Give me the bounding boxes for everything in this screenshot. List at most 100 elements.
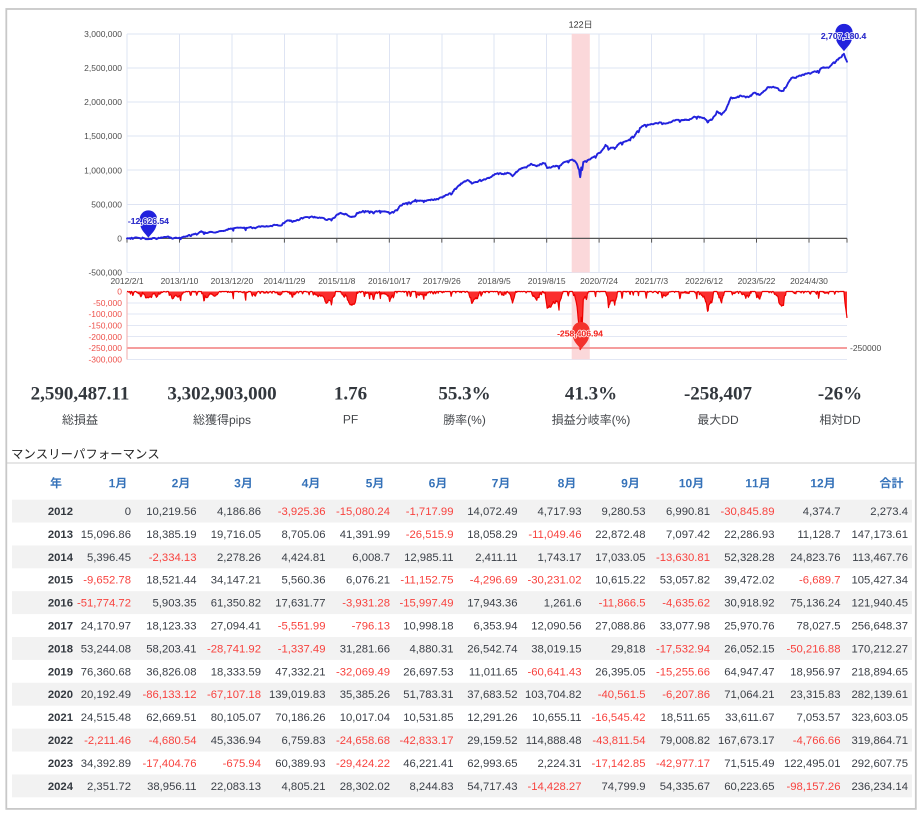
svg-text:6,076.21: 6,076.21 — [346, 575, 390, 587]
svg-text:-14,428.27: -14,428.27 — [527, 781, 581, 793]
svg-text:121,940.45: 121,940.45 — [851, 598, 908, 610]
svg-text:2014/11/29: 2014/11/29 — [263, 276, 305, 286]
svg-text:10,219.56: 10,219.56 — [146, 506, 196, 518]
svg-text:1,261.6: 1,261.6 — [544, 598, 582, 610]
svg-text:2023: 2023 — [48, 758, 73, 770]
svg-text:71,515.49: 71,515.49 — [724, 758, 774, 770]
svg-text:-6,689.7: -6,689.7 — [799, 575, 840, 587]
svg-text:11,128.7: 11,128.7 — [797, 529, 840, 541]
svg-text:2,273.4: 2,273.4 — [870, 506, 908, 518]
svg-text:-675.94: -675.94 — [223, 758, 261, 770]
svg-text:6,353.94: 6,353.94 — [474, 621, 518, 633]
svg-text:-11,866.5: -11,866.5 — [599, 598, 646, 610]
svg-text:24,515.48: 24,515.48 — [81, 712, 131, 724]
svg-text:4,880.31: 4,880.31 — [410, 643, 454, 655]
svg-text:256,648.37: 256,648.37 — [851, 621, 908, 633]
svg-text:6,008.7: 6,008.7 — [352, 552, 390, 564]
svg-text:9,280.53: 9,280.53 — [602, 506, 646, 518]
svg-text:1,000,000: 1,000,000 — [84, 165, 122, 175]
svg-text:29,818: 29,818 — [611, 643, 646, 655]
svg-text:-11,152.75: -11,152.75 — [400, 575, 453, 587]
svg-text:2015/11/8: 2015/11/8 — [318, 276, 355, 286]
svg-text:-100,000: -100,000 — [88, 309, 122, 319]
svg-text:-12,626.54: -12,626.54 — [128, 216, 169, 226]
svg-text:74,799.9: 74,799.9 — [602, 781, 646, 793]
svg-text:-24,658.68: -24,658.68 — [336, 735, 390, 747]
svg-text:27,088.86: 27,088.86 — [595, 621, 645, 633]
svg-text:11,011.65: 11,011.65 — [469, 666, 518, 678]
svg-text:2017/9/26: 2017/9/26 — [423, 276, 461, 286]
svg-text:114,888.48: 114,888.48 — [526, 735, 582, 747]
svg-text:0: 0 — [117, 234, 122, 244]
svg-text:38,019.15: 38,019.15 — [531, 643, 581, 655]
svg-text:18,511.65: 18,511.65 — [661, 712, 710, 724]
svg-text:-50,216.88: -50,216.88 — [786, 643, 840, 655]
svg-text:10,615.22: 10,615.22 — [595, 575, 645, 587]
svg-text:17,033.05: 17,033.05 — [595, 552, 645, 564]
svg-text:18,058.29: 18,058.29 — [467, 529, 517, 541]
svg-text:2,590,487.11: 2,590,487.11 — [31, 383, 130, 404]
svg-text:2,224.31: 2,224.31 — [538, 758, 582, 770]
svg-text:2022: 2022 — [48, 735, 73, 747]
svg-text:25,970.76: 25,970.76 — [724, 621, 774, 633]
svg-text:33,077.98: 33,077.98 — [660, 621, 710, 633]
svg-text:5,396.45: 5,396.45 — [87, 552, 131, 564]
svg-text:236,234.14: 236,234.14 — [851, 781, 908, 793]
svg-text:-5,551.99: -5,551.99 — [278, 621, 326, 633]
svg-text:2,500,000: 2,500,000 — [84, 63, 122, 73]
svg-text:-250000: -250000 — [850, 343, 881, 353]
svg-text:0: 0 — [117, 287, 122, 297]
svg-text:17,943.36: 17,943.36 — [467, 598, 517, 610]
svg-text:4,374.7: 4,374.7 — [803, 506, 841, 518]
svg-text:76,360.68: 76,360.68 — [81, 666, 131, 678]
svg-text:-51,774.72: -51,774.72 — [77, 598, 131, 610]
svg-text:33,611.67: 33,611.67 — [725, 712, 774, 724]
svg-text:2016: 2016 — [48, 598, 73, 610]
svg-text:45,336.94: 45,336.94 — [211, 735, 261, 747]
svg-text:75,136.24: 75,136.24 — [790, 598, 840, 610]
svg-text:10,531.85: 10,531.85 — [403, 712, 453, 724]
svg-text:12,985.11: 12,985.11 — [404, 552, 453, 564]
svg-text:103,704.82: 103,704.82 — [525, 689, 582, 701]
svg-text:2018: 2018 — [48, 643, 73, 655]
svg-text:2,707,180.4: 2,707,180.4 — [821, 31, 867, 41]
svg-text:-258,406.94: -258,406.94 — [557, 328, 603, 338]
svg-text:-15,997.49: -15,997.49 — [399, 598, 453, 610]
svg-text:-28,741.92: -28,741.92 — [207, 643, 261, 655]
svg-text:-30,845.89: -30,845.89 — [720, 506, 774, 518]
svg-text:71,064.21: 71,064.21 — [724, 689, 774, 701]
svg-text:-4,635.62: -4,635.62 — [662, 598, 710, 610]
svg-text:26,052.15: 26,052.15 — [724, 643, 774, 655]
svg-text:2021/7/3: 2021/7/3 — [635, 276, 668, 286]
svg-text:105,427.34: 105,427.34 — [851, 575, 908, 587]
svg-text:47,332.21: 47,332.21 — [275, 666, 325, 678]
svg-text:27,094.41: 27,094.41 — [211, 621, 261, 633]
svg-text:170,212.27: 170,212.27 — [851, 643, 908, 655]
svg-text:-42,833.17: -42,833.17 — [399, 735, 453, 747]
svg-text:26,395.05: 26,395.05 — [595, 666, 645, 678]
svg-text:-11,049.46: -11,049.46 — [528, 529, 581, 541]
svg-text:2020/7/24: 2020/7/24 — [580, 276, 618, 286]
svg-text:3,000,000: 3,000,000 — [84, 29, 122, 39]
svg-text:2017: 2017 — [48, 621, 73, 633]
svg-text:34,147.21: 34,147.21 — [211, 575, 261, 587]
svg-text:2016/10/17: 2016/10/17 — [368, 276, 411, 286]
svg-text:36,826.08: 36,826.08 — [146, 666, 196, 678]
svg-text:323,603.05: 323,603.05 — [851, 712, 908, 724]
svg-text:-40,561.5: -40,561.5 — [598, 689, 646, 701]
svg-text:1,500,000: 1,500,000 — [84, 131, 122, 141]
svg-text:2,000,000: 2,000,000 — [84, 97, 122, 107]
svg-text:19,716.05: 19,716.05 — [211, 529, 261, 541]
svg-text:2018/9/5: 2018/9/5 — [478, 276, 511, 286]
svg-text:-98,157.26: -98,157.26 — [786, 781, 840, 793]
svg-text:2012: 2012 — [48, 506, 73, 518]
svg-text:70,186.26: 70,186.26 — [275, 712, 325, 724]
svg-text:167,673.17: 167,673.17 — [718, 735, 775, 747]
svg-text:4,805.21: 4,805.21 — [282, 781, 326, 793]
svg-text:2020: 2020 — [48, 689, 73, 701]
svg-text:10,655.11: 10,655.11 — [532, 712, 581, 724]
svg-text:113,467.76: 113,467.76 — [852, 552, 908, 564]
svg-text:292,607.75: 292,607.75 — [851, 758, 908, 770]
svg-text:-42,977.17: -42,977.17 — [656, 758, 710, 770]
svg-text:-67,107.18: -67,107.18 — [207, 689, 261, 701]
